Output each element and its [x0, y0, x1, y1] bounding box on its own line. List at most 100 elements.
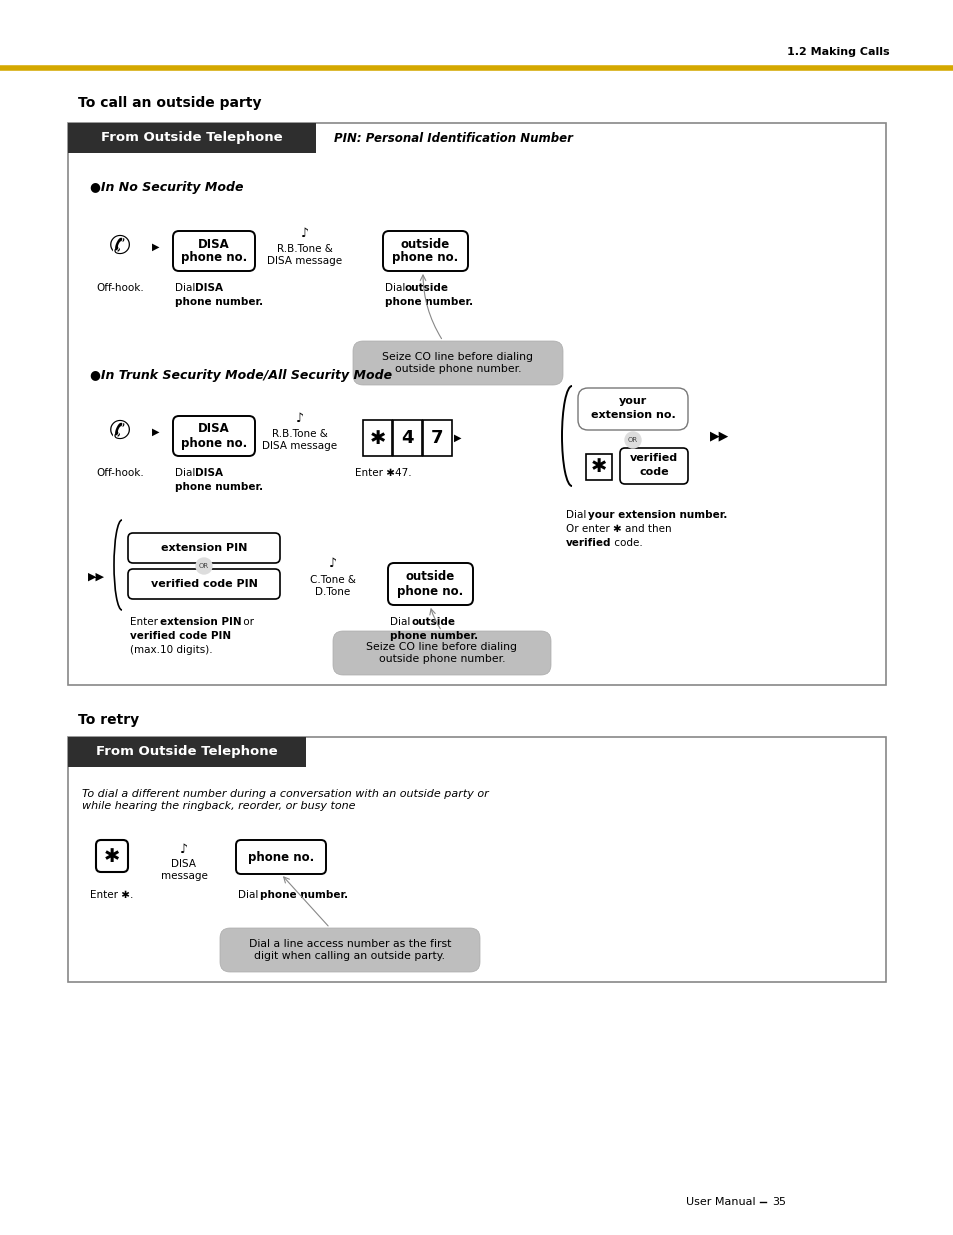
- Text: code: code: [639, 467, 668, 477]
- Text: DISA message: DISA message: [267, 256, 342, 266]
- Text: To call an outside party: To call an outside party: [78, 96, 261, 110]
- Text: Off-hook.: Off-hook.: [96, 468, 144, 478]
- Text: DISA: DISA: [194, 468, 223, 478]
- Text: Dial: Dial: [565, 510, 589, 520]
- Text: outside: outside: [412, 618, 456, 627]
- Text: ♪: ♪: [295, 411, 304, 425]
- Text: ▶: ▶: [152, 242, 159, 252]
- Text: ✆: ✆: [109, 233, 131, 261]
- Text: message: message: [160, 871, 207, 881]
- Text: 4: 4: [401, 429, 414, 447]
- Text: From Outside Telephone: From Outside Telephone: [101, 131, 282, 144]
- Text: ♪: ♪: [329, 557, 336, 569]
- Text: Enter ✱.: Enter ✱.: [91, 890, 133, 900]
- Text: Dial: Dial: [174, 468, 198, 478]
- FancyBboxPatch shape: [172, 231, 254, 270]
- Text: ▶: ▶: [152, 427, 159, 437]
- Text: Dial a line access number as the first
digit when calling an outside party.: Dial a line access number as the first d…: [249, 939, 451, 961]
- Text: phone no.: phone no.: [181, 252, 247, 264]
- Circle shape: [624, 432, 640, 448]
- Text: verified: verified: [565, 538, 611, 548]
- Text: 7: 7: [431, 429, 443, 447]
- FancyBboxPatch shape: [172, 416, 254, 456]
- FancyBboxPatch shape: [333, 631, 551, 676]
- Circle shape: [195, 558, 212, 574]
- Bar: [68, 124, 315, 153]
- Text: ●In Trunk Security Mode/All Security Mode: ●In Trunk Security Mode/All Security Mod…: [90, 368, 392, 382]
- Text: To dial a different number during a conversation with an outside party or
while : To dial a different number during a conv…: [82, 789, 488, 810]
- Text: Off-hook.: Off-hook.: [96, 283, 144, 293]
- Text: phone number.: phone number.: [390, 631, 477, 641]
- Text: Enter ✱47.: Enter ✱47.: [355, 468, 411, 478]
- Text: phone no.: phone no.: [181, 436, 247, 450]
- FancyBboxPatch shape: [578, 388, 687, 430]
- Text: ▶▶: ▶▶: [710, 430, 729, 442]
- Text: ▶▶: ▶▶: [88, 572, 105, 582]
- Text: OR: OR: [627, 437, 638, 443]
- FancyBboxPatch shape: [128, 569, 280, 599]
- Text: ▶: ▶: [454, 433, 461, 443]
- Text: outside: outside: [400, 237, 450, 251]
- FancyBboxPatch shape: [382, 231, 468, 270]
- Text: D.Tone: D.Tone: [315, 587, 351, 597]
- Text: OR: OR: [199, 563, 209, 569]
- Text: Dial: Dial: [237, 890, 261, 900]
- Text: ✱: ✱: [590, 457, 606, 477]
- Text: your: your: [618, 396, 646, 406]
- Text: ♪: ♪: [301, 226, 309, 240]
- FancyBboxPatch shape: [619, 448, 687, 484]
- Text: ●In No Security Mode: ●In No Security Mode: [90, 180, 243, 194]
- Text: extension PIN: extension PIN: [160, 618, 241, 627]
- Text: or: or: [240, 618, 253, 627]
- Text: R.B.Tone &: R.B.Tone &: [272, 429, 328, 438]
- FancyBboxPatch shape: [220, 927, 479, 972]
- Text: ✆: ✆: [109, 419, 131, 445]
- Text: From Outside Telephone: From Outside Telephone: [96, 746, 277, 758]
- Text: DISA message: DISA message: [262, 441, 337, 451]
- Text: ✱: ✱: [104, 846, 120, 866]
- Text: phone no.: phone no.: [392, 252, 458, 264]
- Text: outside: outside: [405, 283, 449, 293]
- Bar: [585, 454, 612, 480]
- Text: (max.10 digits).: (max.10 digits).: [130, 645, 213, 655]
- Text: extension PIN: extension PIN: [161, 543, 247, 553]
- Text: DISA: DISA: [198, 422, 230, 436]
- Text: ✱: ✱: [369, 429, 385, 447]
- Bar: [68, 737, 306, 767]
- Text: 35: 35: [771, 1197, 785, 1207]
- Text: phone number.: phone number.: [260, 890, 348, 900]
- Text: Enter: Enter: [130, 618, 161, 627]
- Bar: [68, 737, 885, 982]
- Bar: [363, 420, 392, 456]
- Text: your extension number.: your extension number.: [587, 510, 726, 520]
- Text: outside: outside: [405, 569, 455, 583]
- Text: verified: verified: [629, 453, 678, 463]
- Text: User Manual: User Manual: [685, 1197, 755, 1207]
- Text: Dial: Dial: [385, 283, 408, 293]
- FancyBboxPatch shape: [353, 341, 562, 385]
- Text: 1.2 Making Calls: 1.2 Making Calls: [786, 47, 889, 57]
- Text: Dial: Dial: [390, 618, 414, 627]
- Text: To retry: To retry: [78, 713, 139, 727]
- Text: ♪: ♪: [180, 842, 188, 856]
- Text: verified code PIN: verified code PIN: [130, 631, 231, 641]
- Bar: [68, 124, 885, 685]
- Text: phone no.: phone no.: [397, 585, 463, 599]
- Text: verified code PIN: verified code PIN: [151, 579, 257, 589]
- Text: Or enter ✱ and then: Or enter ✱ and then: [565, 524, 674, 534]
- Text: R.B.Tone &: R.B.Tone &: [276, 245, 333, 254]
- Text: DISA: DISA: [194, 283, 223, 293]
- FancyBboxPatch shape: [235, 840, 326, 874]
- Bar: [393, 420, 421, 456]
- Text: Dial: Dial: [174, 283, 198, 293]
- Text: Seize CO line before dialing
outside phone number.: Seize CO line before dialing outside pho…: [366, 642, 517, 663]
- Text: PIN: Personal Identification Number: PIN: Personal Identification Number: [334, 131, 572, 144]
- Text: phone number.: phone number.: [385, 296, 473, 308]
- Text: DISA: DISA: [172, 860, 196, 869]
- Text: C.Tone &: C.Tone &: [310, 576, 355, 585]
- Text: extension no.: extension no.: [590, 410, 675, 420]
- FancyBboxPatch shape: [96, 840, 128, 872]
- Text: phone no.: phone no.: [248, 851, 314, 863]
- FancyBboxPatch shape: [128, 534, 280, 563]
- FancyBboxPatch shape: [388, 563, 473, 605]
